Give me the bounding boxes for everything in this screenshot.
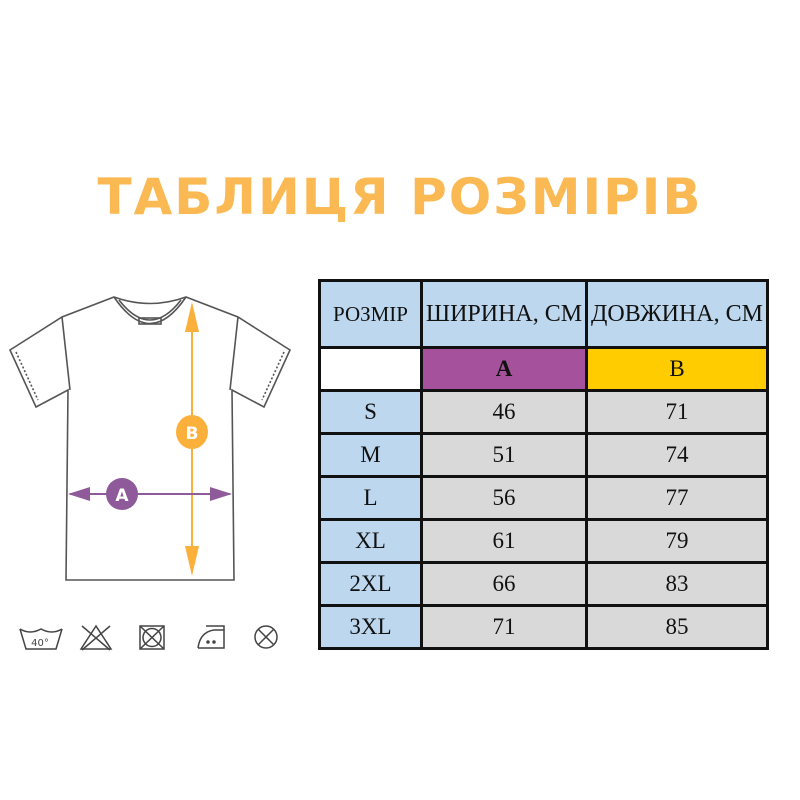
table-row: 2XL 66 83 bbox=[318, 561, 769, 607]
width-cell: 71 bbox=[420, 604, 588, 650]
code-empty bbox=[318, 346, 423, 392]
width-cell: 46 bbox=[420, 389, 588, 435]
label-a: A bbox=[115, 486, 129, 506]
length-cell: 85 bbox=[585, 604, 769, 650]
no-dry-clean-icon bbox=[254, 625, 278, 649]
tshirt-outline-icon bbox=[8, 296, 292, 581]
size-cell: XL bbox=[318, 518, 423, 564]
header-width: ШИРИНА, СМ bbox=[420, 279, 588, 349]
length-cell: 74 bbox=[585, 432, 769, 478]
size-cell: S bbox=[318, 389, 423, 435]
no-tumble-dry-icon bbox=[139, 625, 165, 650]
header-length: ДОВЖИНА, СМ bbox=[585, 279, 769, 349]
no-bleach-icon bbox=[79, 624, 113, 651]
label-b: B bbox=[186, 424, 199, 444]
length-cell: 79 bbox=[585, 518, 769, 564]
length-cell: 77 bbox=[585, 475, 769, 521]
code-a: A bbox=[420, 346, 588, 392]
code-row: A B bbox=[318, 346, 769, 392]
size-table: РОЗМІР ШИРИНА, СМ ДОВЖИНА, СМ A B S 46 71 … bbox=[318, 279, 769, 650]
width-cell: 56 bbox=[420, 475, 588, 521]
table-row: L 56 77 bbox=[318, 475, 769, 521]
size-cell: M bbox=[318, 432, 423, 478]
tshirt-diagram: B A 40° bbox=[8, 296, 292, 651]
header-row: РОЗМІР ШИРИНА, СМ ДОВЖИНА, СМ bbox=[318, 279, 769, 349]
table-row: 3XL 71 85 bbox=[318, 604, 769, 650]
iron-medium-icon bbox=[197, 625, 225, 649]
length-cell: 83 bbox=[585, 561, 769, 607]
size-cell: L bbox=[318, 475, 423, 521]
table-row: S 46 71 bbox=[318, 389, 769, 435]
header-size: РОЗМІР bbox=[318, 279, 423, 349]
table-row: M 51 74 bbox=[318, 432, 769, 478]
size-cell: 2XL bbox=[318, 561, 423, 607]
size-cell: 3XL bbox=[318, 604, 423, 650]
width-cell: 51 bbox=[420, 432, 588, 478]
width-cell: 61 bbox=[420, 518, 588, 564]
code-b: B bbox=[585, 346, 769, 392]
table-row: XL 61 79 bbox=[318, 518, 769, 564]
wash-40-icon: 40° bbox=[19, 628, 63, 650]
length-cell: 71 bbox=[585, 389, 769, 435]
length-arrow-b: B bbox=[176, 302, 208, 576]
page-title: ТАБЛИЦЯ РОЗМІРІВ bbox=[97, 168, 703, 226]
width-cell: 66 bbox=[420, 561, 588, 607]
width-arrow-a: A bbox=[68, 478, 232, 510]
wash-temp: 40° bbox=[31, 638, 49, 649]
